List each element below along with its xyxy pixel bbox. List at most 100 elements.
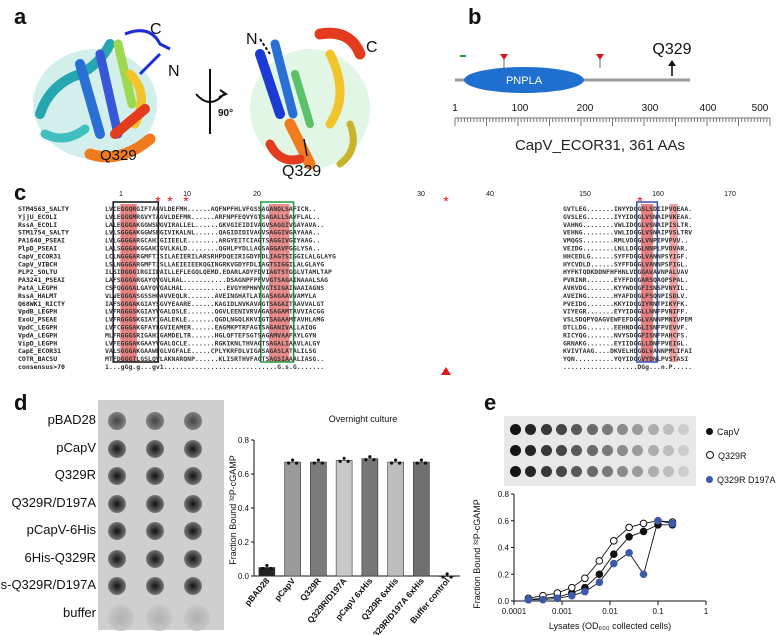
plaque-spot [678,424,690,435]
data-point [595,557,604,565]
blot-spot [184,412,202,430]
blot-row-label: 6His-Q329R/D197A [0,577,96,592]
position-10: 10 [183,191,191,198]
e-y-axis-label: Fraction Bound ³²P-cGAMP [472,499,482,609]
replicate-point [419,458,423,462]
data-point [581,574,589,583]
sequence-segment-n-term: LVFCGGGAKGFAYLGVIEAMER......EAGMKPTRFAGT… [105,324,316,332]
y-tick-label: 0.4 [238,504,250,513]
ruler-label-300: 300 [642,103,659,114]
plaque-spot [540,466,552,477]
star-icon: * [637,193,643,209]
replicate-point [312,461,316,465]
sequence-segment-c-term: VAHNG........VWLIDGGLVSNAIPISLTR. [563,221,692,229]
data-point [524,595,533,604]
panel-letter-c: c [14,180,27,205]
bar [413,461,430,577]
sequence-segment-n-term: LVFRGGGSKGIAYIGALEKLE.......QGDLNGQLKKVI… [105,316,324,324]
sequence-segment-n-term: LSLNGGGARGMFTISLLAEIEIEEKQGINGRKVGDYFDLI… [105,260,324,268]
legend: CapV Q329R Q329R D197A [706,420,776,492]
ruler-label-200: 200 [577,103,594,114]
sequence-segment-c-term: VEIDG........LNLLDGGLNNPLPVDVAR. [563,245,688,253]
protein-name: CapV_ECOR31, 361 AAs [515,137,685,154]
data-point [610,537,618,545]
blot-spot [146,522,164,540]
bar [387,461,404,577]
sequence-name: CapV_ECOR31 [18,252,61,260]
sequence-name: consensus>70 [18,363,65,371]
plaque-spot [586,424,598,435]
plaque-spot [647,445,659,456]
e-y-tick-label: 0.4 [498,544,510,553]
plaque-spot [571,466,583,477]
bar [335,460,353,577]
x-tick-label: pCapV [272,576,297,603]
blot-spot [146,549,164,568]
dot-blot [98,400,224,631]
sequence-segment-c-term: PVEIDG.......KKYIDGGIYRNTPIKYFK. [563,300,688,308]
blot-spot [146,494,164,513]
gxsxg-motif-box [260,201,295,363]
sequence-segment-n-term: MTFDGGGTLGSLQVLAKNARQNP......KLISRTHVFAG… [105,355,324,363]
replicate-point [291,458,295,462]
plaque-assay-image [504,416,696,486]
blot-row-label: 6His-Q329R [24,549,96,565]
sequence-segment-c-term: YQN..........YQYIDGGVYDNLPVSTASI [563,355,688,363]
plaque-spot [663,445,674,456]
data-point [625,533,633,541]
plaque-spot [678,466,690,477]
sequence-name: RssA_HALMT [18,292,57,300]
plaque-spot [571,445,583,456]
domain-map: PNPLA Q329 1 100 200 300 400 500 CapV_EC… [452,41,771,154]
sequence-segment-n-term: ILSIDGGGIRGIIPAILLEFLEGQLQEMD.EDARLADYFD… [105,268,332,276]
plaque-spot [632,424,644,435]
panel-letter-d: d [14,390,28,415]
plaque-spot [510,466,521,477]
plaque-spot [632,445,644,456]
plaque-spot [525,466,537,477]
blot-spot [184,467,202,485]
blot-row-label: Q329R/D197A [11,494,96,510]
sequence-segment-n-term: LVFRGGGSKGIAYVGALQSLE.......QGVLEENIVRVA… [105,308,324,316]
pnpla-label: PNPLA [506,75,543,87]
sequence-segment-n-term: LVLGGGGARGCAHIGIIEELE........ARGYEITCIAG… [105,237,320,245]
blot-spot [184,549,202,568]
mutation-label: Q329 [652,41,691,58]
y-tick-label: 0.8 [238,436,250,445]
sequence-segment-c-term: KVIVTAAG....DKVELHDGGLVANNPMLIFAI [563,347,692,355]
sequence-name: PA3241_PSEAI [18,276,65,284]
label-c-left: C [150,21,162,38]
data-point [639,527,648,536]
sequence-segment-c-term: DTLLDG.......EEHNDGGLISNFPVEVVF. [563,324,688,332]
blot-spot [108,439,126,458]
sequence-segment-c-term: VMQGS........RMLVDGGLVNPIPVPVV.. [563,237,688,245]
sequence-name: Q68WK1_RICTY [18,300,65,308]
sequence-segment-c-term: GVSLEG.......IYYIDGGLVSNAIPVKEAA. [563,213,692,221]
sequence-name: COTR_BACSU [18,355,57,363]
star-icon: * [443,193,449,209]
blot-spot [108,577,126,595]
data-point [639,519,648,528]
label-n-right: N [246,31,258,48]
data-point [610,559,618,568]
sequence-segment-c-term: VEHNG........VWLIDGGLVSNAIPVSLTRV [563,229,692,237]
y-tick-label: 0.0 [238,572,250,581]
panel-letter-b: b [468,4,482,29]
position-20: 20 [253,191,261,198]
replicate-point [398,461,402,465]
ruler-label-500: 500 [752,103,769,114]
blot-spot [146,412,164,430]
position-170: 170 [724,191,736,198]
blot-spot [184,439,202,458]
blot-row-label: buffer [62,604,96,620]
blot-spot [108,522,126,540]
replicate-point [372,458,376,462]
sequence-name: ExoU_PSEAE [18,316,57,324]
blot-row-label: pCapV-6His [26,522,96,537]
y-tick-label: 0.6 [238,470,250,479]
sequence-name: YjjU_ECOLI [18,213,57,221]
gxgxxg-motif-box [112,201,160,363]
rotation-90-icon [195,69,229,134]
y-axis-label: Fraction Bound ³²P-cGAMP [228,455,238,565]
sequence-segment-c-term: HYCVDLD......SYFFDGGLVANNPSFIGL. [563,260,688,268]
